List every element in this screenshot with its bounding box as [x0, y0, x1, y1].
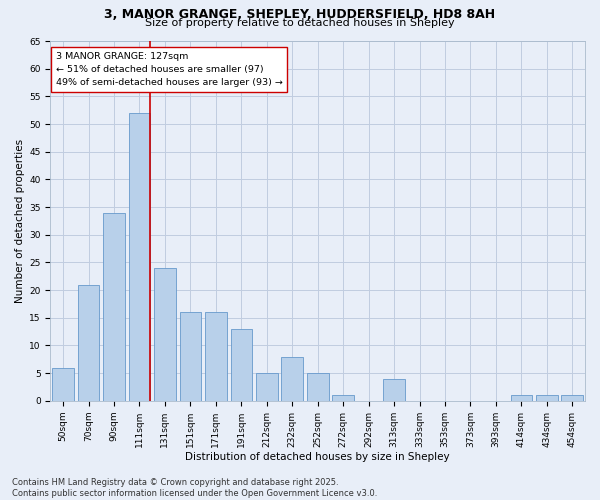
Text: Contains HM Land Registry data © Crown copyright and database right 2025.
Contai: Contains HM Land Registry data © Crown c… [12, 478, 377, 498]
Bar [78, 284, 100, 401]
Bar [536, 396, 557, 401]
Text: Size of property relative to detached houses in Shepley: Size of property relative to detached ho… [145, 18, 455, 28]
Y-axis label: Number of detached properties: Number of detached properties [15, 139, 25, 303]
Bar [511, 396, 532, 401]
Text: 3 MANOR GRANGE: 127sqm
← 51% of detached houses are smaller (97)
49% of semi-det: 3 MANOR GRANGE: 127sqm ← 51% of detached… [56, 52, 283, 87]
Bar [128, 113, 151, 401]
Bar [154, 268, 176, 401]
Bar [307, 373, 329, 401]
Bar [332, 396, 354, 401]
Bar [52, 368, 74, 401]
Bar [103, 212, 125, 401]
Bar [205, 312, 227, 401]
Bar [383, 378, 405, 401]
X-axis label: Distribution of detached houses by size in Shepley: Distribution of detached houses by size … [185, 452, 450, 462]
Bar [281, 356, 303, 401]
Bar [230, 329, 252, 401]
Bar [179, 312, 201, 401]
Text: 3, MANOR GRANGE, SHEPLEY, HUDDERSFIELD, HD8 8AH: 3, MANOR GRANGE, SHEPLEY, HUDDERSFIELD, … [104, 8, 496, 20]
Bar [256, 373, 278, 401]
Bar [562, 396, 583, 401]
